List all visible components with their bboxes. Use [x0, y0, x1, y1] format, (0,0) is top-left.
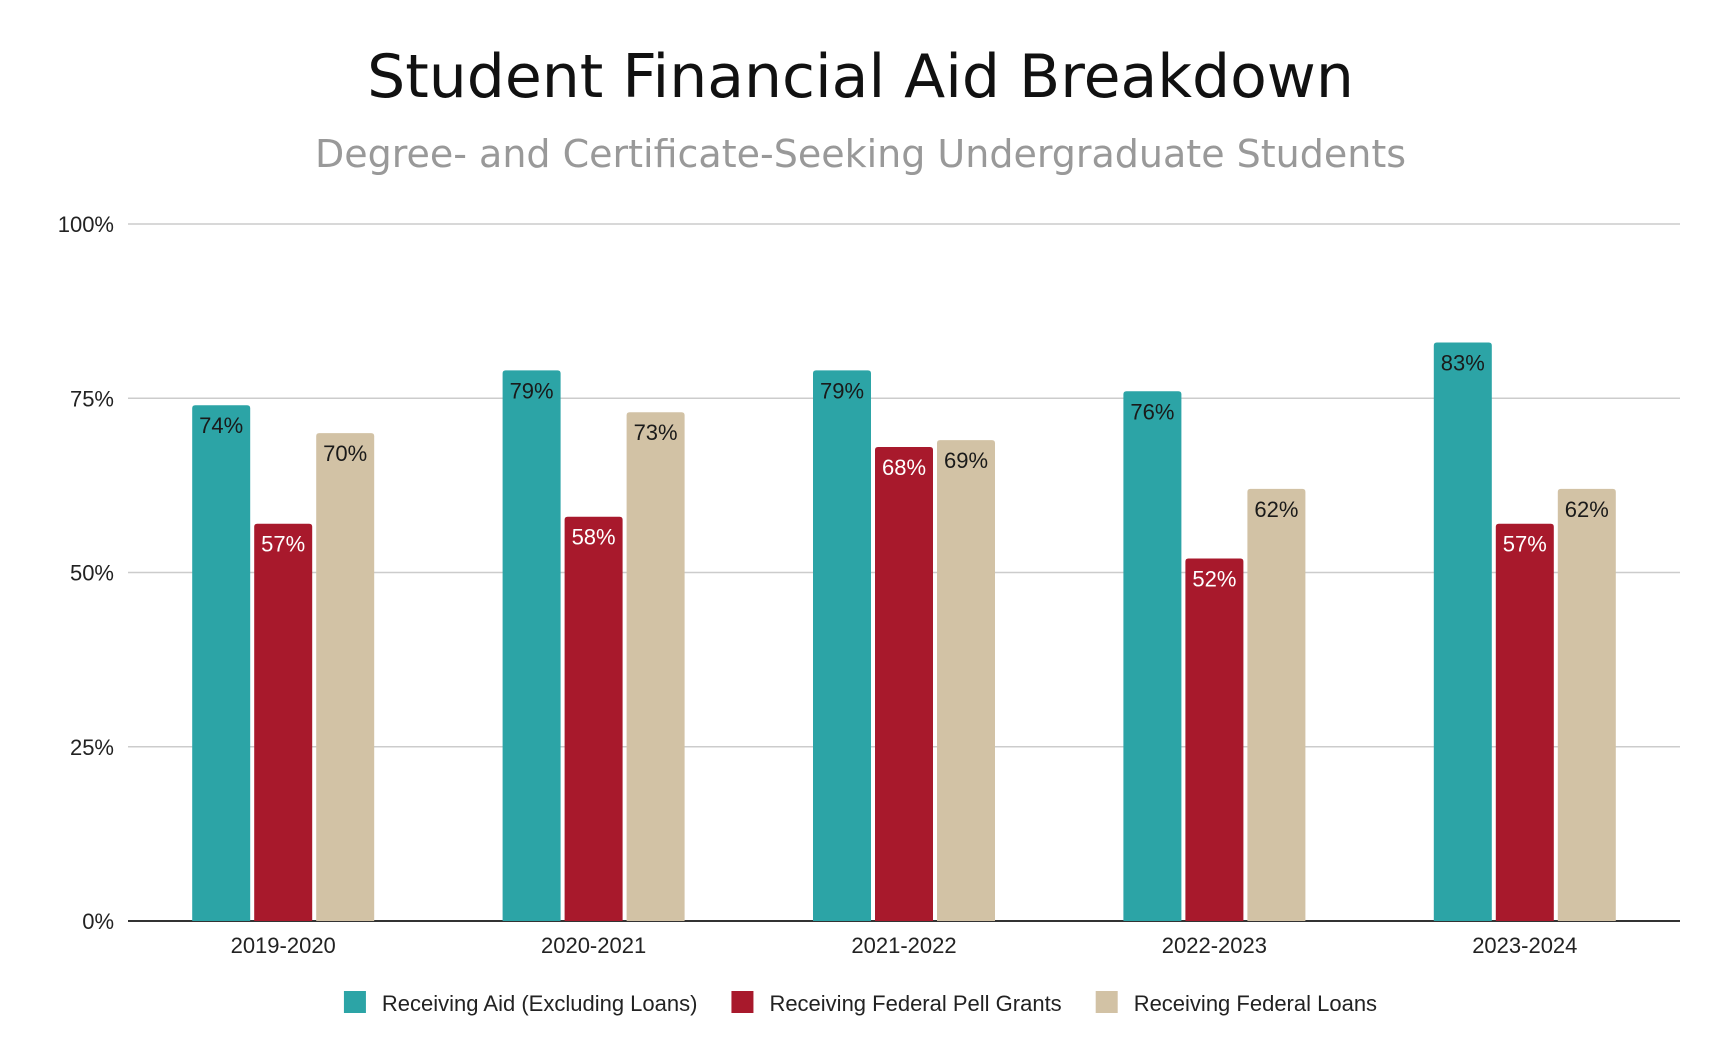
- bar: [937, 440, 995, 921]
- data-label: 52%: [1192, 567, 1236, 592]
- bar: [626, 412, 685, 921]
- data-label: 58%: [572, 525, 616, 550]
- bar: [192, 405, 251, 922]
- y-tick-label: 0%: [82, 909, 114, 934]
- bar: [316, 433, 375, 921]
- bars: [192, 342, 1616, 922]
- bar: [875, 447, 933, 921]
- data-label: 73%: [634, 420, 678, 445]
- data-label: 57%: [1503, 532, 1547, 557]
- data-label: 62%: [1254, 497, 1298, 522]
- bar: [813, 370, 871, 921]
- bar: [1123, 391, 1182, 921]
- data-labels: 74% 57% 70% 79% 58% 73% 79% 68% 69% 76% 52% 62% 83% 5…: [199, 350, 1609, 591]
- legend-label: Receiving Federal Loans: [1134, 991, 1377, 1016]
- bar: [1495, 523, 1554, 921]
- x-tick-label: 2022-2023: [1162, 933, 1267, 958]
- chart-title: Student Financial Aid Breakdown: [367, 42, 1354, 112]
- data-label: 79%: [510, 378, 554, 403]
- data-label: 79%: [820, 378, 864, 403]
- y-tick-label: 50%: [70, 561, 114, 586]
- chart-subtitle: Degree- and Certificate-Seeking Undergra…: [314, 132, 1407, 176]
- data-label: 83%: [1441, 350, 1485, 375]
- bar: [254, 523, 313, 921]
- data-label: 76%: [1130, 399, 1174, 424]
- bar: [564, 516, 623, 921]
- x-tick-label: 2023-2024: [1472, 933, 1577, 958]
- x-axis-ticks: 2019-2020 2020-2021 2021-2022 2022-2023 2023…: [231, 933, 1578, 958]
- x-tick-label: 2019-2020: [231, 933, 336, 958]
- y-tick-label: 25%: [70, 735, 114, 760]
- x-tick-label: 2021-2022: [851, 933, 956, 958]
- y-axis-ticks: 0% 25% 50% 75% 100%: [58, 212, 114, 934]
- bar: [1247, 488, 1306, 921]
- data-label: 62%: [1565, 497, 1609, 522]
- bar: [502, 370, 561, 921]
- legend-label: Receiving Aid (Excluding Loans): [382, 991, 698, 1016]
- data-label: 70%: [323, 441, 367, 466]
- bar: [1557, 488, 1616, 921]
- data-label: 69%: [944, 448, 988, 473]
- y-tick-label: 100%: [58, 212, 114, 237]
- data-label: 57%: [261, 532, 305, 557]
- legend-label: Receiving Federal Pell Grants: [769, 991, 1061, 1016]
- legend-swatch: [1095, 991, 1118, 1013]
- legend-swatch: [343, 991, 366, 1013]
- bar: [1433, 342, 1492, 921]
- legend-swatch: [731, 991, 754, 1013]
- data-label: 68%: [882, 455, 926, 480]
- legend: Receiving Aid (Excluding Loans) Receiving…: [343, 991, 1377, 1016]
- y-tick-label: 75%: [70, 386, 114, 411]
- data-label: 74%: [199, 413, 243, 438]
- x-tick-label: 2020-2021: [541, 933, 646, 958]
- bar: [1185, 558, 1244, 921]
